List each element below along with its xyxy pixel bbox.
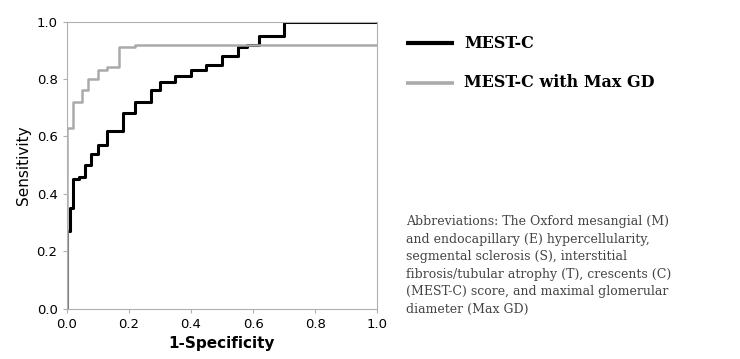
Y-axis label: Sensitivity: Sensitivity (16, 125, 31, 205)
Text: MEST-C with Max GD: MEST-C with Max GD (464, 74, 655, 91)
X-axis label: 1-Specificity: 1-Specificity (169, 336, 275, 351)
Text: Abbreviations: The Oxford mesangial (M)
and endocapillary (E) hypercellularity,
: Abbreviations: The Oxford mesangial (M) … (406, 215, 672, 316)
Text: MEST-C: MEST-C (464, 34, 534, 52)
